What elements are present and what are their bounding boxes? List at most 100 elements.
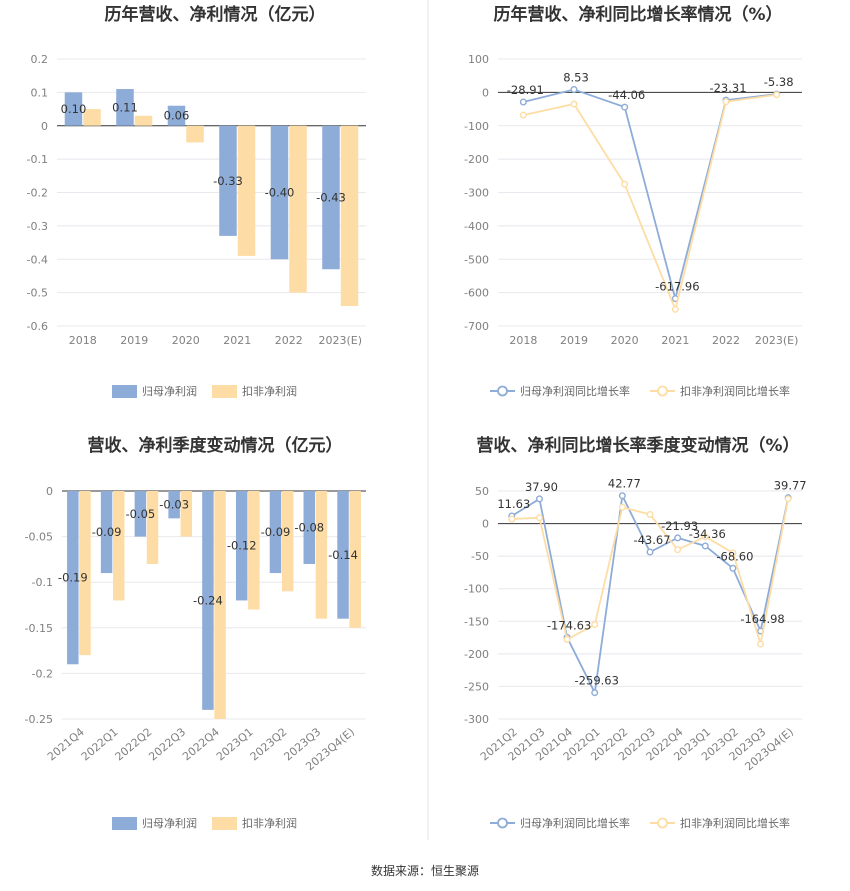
x-tick-label: 2020 — [172, 334, 200, 347]
data-label: -44.06 — [608, 88, 645, 102]
bar-deducted-net-profit — [79, 491, 91, 656]
point-parent-growth — [570, 86, 578, 94]
x-tick-label: 2023(E) — [755, 334, 799, 347]
legend-label: 归母净利润同比增长率 — [520, 816, 630, 830]
y-tick-label: -300 — [464, 187, 489, 200]
data-label: -0.14 — [328, 548, 358, 562]
x-tick-label: 2019 — [560, 334, 588, 347]
bar-deducted-net-profit — [248, 491, 260, 610]
x-tick-label: 2022Q2 — [113, 725, 155, 763]
bar-parent-net-profit — [100, 491, 113, 574]
y-tick-label: -0.5 — [27, 287, 48, 300]
y-tick-label: -500 — [464, 253, 489, 266]
y-tick-label: -250 — [464, 680, 489, 693]
x-tick-label: 2021 — [223, 334, 251, 347]
chart-annual-net-profit: 历年营收、净利情况（亿元）0.20.10-0.1-0.2-0.3-0.4-0.5… — [27, 4, 366, 398]
y-tick-label: -200 — [464, 648, 489, 661]
bar-parent-net-profit — [269, 491, 282, 574]
point-deducted-growth — [519, 111, 527, 119]
bar-deducted-net-profit — [281, 491, 294, 592]
chart-title: 营收、净利季度变动情况（亿元） — [88, 435, 343, 456]
y-tick-label: -600 — [464, 287, 489, 300]
data-label: -5.38 — [764, 75, 794, 89]
point-deducted-growth — [570, 100, 578, 108]
x-tick-label: 2022Q4 — [180, 725, 222, 763]
legend-label: 扣非净利润同比增长率 — [680, 384, 790, 398]
data-label: 37.90 — [525, 480, 558, 494]
bar-parent-net-profit — [235, 491, 248, 601]
bar-deducted-net-profit — [113, 491, 125, 601]
data-label: -0.09 — [261, 525, 291, 539]
point-deducted-growth — [722, 98, 730, 106]
chart-title: 营收、净利同比增长率季度变动情况（%） — [476, 435, 799, 456]
point-parent-growth — [646, 548, 654, 556]
bar-deducted-net-profit — [237, 125, 256, 256]
bar-parent-net-profit — [116, 89, 134, 126]
y-tick-label: -50 — [471, 550, 489, 563]
data-label: -0.09 — [92, 525, 122, 539]
bar-deducted-net-profit — [134, 115, 153, 126]
data-label: -617.96 — [655, 280, 699, 294]
bar-deducted-net-profit — [289, 125, 307, 293]
y-tick-label: -0.15 — [25, 622, 53, 635]
legend-label: 归母净利润 — [142, 816, 197, 830]
point-deducted-growth — [773, 91, 781, 99]
data-label: -0.12 — [227, 539, 257, 553]
bar-parent-net-profit — [202, 491, 214, 710]
data-label: -28.91 — [507, 83, 544, 97]
data-label: -0.05 — [125, 507, 155, 521]
y-tick-label: -200 — [464, 153, 489, 166]
line-parent-growth — [511, 492, 790, 696]
data-label: -164.98 — [740, 612, 784, 626]
x-tick-label: 2023Q1 — [214, 725, 256, 763]
data-label: -0.24 — [193, 593, 223, 607]
legend-swatch — [212, 817, 237, 830]
data-label: -68.60 — [716, 549, 753, 563]
y-tick-label: 0 — [46, 485, 53, 498]
bar-parent-net-profit — [167, 105, 186, 126]
line-deducted-growth — [523, 93, 777, 313]
data-label: 11.63 — [497, 497, 530, 511]
point-deducted-growth — [671, 305, 679, 313]
y-tick-label: -150 — [464, 615, 489, 628]
x-tick-label: 2019 — [120, 334, 148, 347]
legend-marker — [657, 385, 668, 397]
data-label: -0.43 — [316, 191, 346, 205]
data-label: -0.19 — [58, 571, 88, 585]
point-deducted-growth — [618, 503, 626, 511]
x-tick-label: 2022Q3 — [146, 725, 188, 763]
x-tick-label: 2020 — [611, 334, 639, 347]
y-tick-label: 0 — [482, 518, 489, 531]
data-label: -0.08 — [294, 520, 324, 534]
data-label: -34.36 — [689, 527, 726, 541]
point-parent-growth — [674, 534, 682, 542]
x-tick-label: 2021Q4 — [45, 725, 87, 763]
point-deducted-growth — [701, 533, 709, 541]
data-label: -21.93 — [661, 519, 698, 533]
y-tick-label: -100 — [464, 583, 489, 596]
legend-swatch — [212, 385, 237, 398]
x-tick-label: 2021 — [661, 334, 689, 347]
y-tick-label: 100 — [468, 53, 489, 66]
legend-label: 归母净利润 — [142, 384, 197, 398]
data-label: -0.40 — [265, 186, 295, 200]
point-parent-growth — [701, 542, 709, 550]
bar-parent-net-profit — [337, 491, 349, 619]
bar-deducted-net-profit — [315, 491, 328, 619]
y-tick-label: -0.6 — [27, 320, 48, 333]
x-tick-label: 2018 — [69, 334, 97, 347]
data-label: 42.77 — [608, 477, 641, 491]
point-deducted-growth — [563, 636, 571, 644]
data-label: -43.67 — [633, 533, 670, 547]
data-label: 0.06 — [164, 109, 190, 123]
data-label: 8.53 — [563, 71, 589, 85]
y-tick-label: 50 — [475, 485, 489, 498]
bar-parent-net-profit — [270, 125, 289, 260]
x-tick-label: 2022Q1 — [79, 725, 121, 763]
y-tick-label: -0.05 — [25, 531, 53, 544]
data-label: -0.03 — [159, 498, 189, 512]
bar-deducted-net-profit — [186, 125, 204, 143]
point-parent-growth — [729, 564, 737, 572]
legend-marker — [497, 817, 508, 829]
y-tick-label: -0.2 — [27, 187, 48, 200]
